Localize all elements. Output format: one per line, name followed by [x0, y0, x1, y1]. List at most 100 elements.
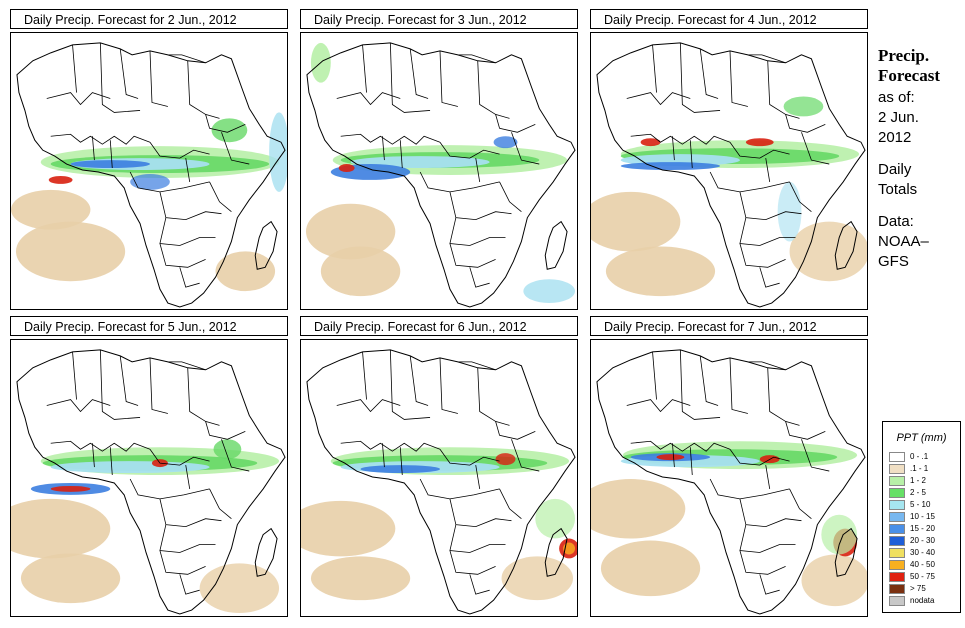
- country-border: [149, 141, 210, 159]
- coastline: [16, 349, 286, 615]
- country-border: [439, 141, 500, 159]
- madagascar-outline: [544, 220, 568, 270]
- precip-blob: [745, 138, 774, 147]
- country-border: [739, 217, 796, 246]
- country-border: [92, 443, 95, 468]
- precip-blob: [783, 96, 824, 117]
- country-border: [457, 54, 496, 64]
- country-border: [159, 217, 216, 246]
- country-border: [699, 355, 719, 406]
- precip-blob: [20, 553, 121, 604]
- country-border: [167, 54, 206, 64]
- country-border: [209, 488, 232, 520]
- precip-blob: [360, 465, 440, 474]
- country-border: [205, 421, 246, 440]
- as-of-year: 2012: [878, 129, 912, 146]
- precip-blob: [213, 439, 242, 460]
- country-border: [167, 361, 206, 371]
- country-border: [109, 140, 113, 169]
- country-border: [187, 367, 220, 426]
- country-border: [159, 524, 216, 553]
- precip-blob: [591, 191, 681, 252]
- country-border: [729, 50, 748, 107]
- totals-line-1: Daily: [878, 161, 912, 178]
- country-border: [419, 478, 500, 500]
- legend-swatch: [889, 560, 905, 570]
- precip-map: [590, 339, 868, 617]
- precip-blob: [11, 498, 111, 559]
- precip-blob: [211, 118, 248, 143]
- panel-title: Daily Precip. Forecast for 6 Jun., 2012: [300, 316, 578, 336]
- country-border: [747, 54, 786, 64]
- country-border: [689, 447, 693, 476]
- country-border: [739, 191, 802, 221]
- country-border: [449, 550, 496, 575]
- data-source-line-2: GFS: [878, 253, 909, 270]
- as-of-date: 2 Jun.: [878, 109, 919, 126]
- country-border: [709, 171, 790, 193]
- country-border: [511, 132, 540, 165]
- country-border: [801, 132, 830, 165]
- country-border: [449, 243, 496, 268]
- country-border: [439, 357, 458, 414]
- madagascar-outline: [544, 527, 568, 577]
- country-border: [672, 136, 675, 161]
- precip-map: [10, 32, 288, 310]
- precip-blob: [15, 221, 126, 282]
- country-border: [739, 243, 786, 268]
- country-border: [689, 140, 693, 169]
- precip-blob: [269, 112, 287, 192]
- precip-blob: [656, 454, 685, 461]
- country-border: [409, 355, 429, 406]
- country-border: [785, 114, 826, 133]
- legend-item: 50 - 75: [889, 572, 935, 582]
- country-border: [495, 421, 536, 440]
- country-border: [99, 42, 141, 113]
- legend-label: 40 - 50: [910, 560, 935, 569]
- country-border: [511, 439, 540, 472]
- coastline: [596, 349, 866, 615]
- country-border: [672, 443, 675, 468]
- precip-blob: [789, 221, 867, 282]
- country-border: [449, 217, 506, 246]
- country-border: [50, 133, 151, 145]
- precip-blob: [501, 556, 574, 601]
- precip-blob: [215, 251, 276, 292]
- legend-swatch: [889, 584, 905, 594]
- legend-label: .1 - 1: [910, 464, 929, 473]
- country-border: [626, 399, 691, 413]
- country-border: [747, 361, 786, 371]
- legend-swatch: [889, 512, 905, 522]
- precip-blob: [48, 175, 73, 184]
- country-border: [699, 48, 719, 99]
- country-border: [72, 44, 77, 93]
- legend-swatch: [889, 476, 905, 486]
- country-border: [389, 349, 431, 420]
- legend-item: nodata: [889, 596, 934, 606]
- country-border: [449, 524, 506, 553]
- madagascar-outline: [834, 220, 858, 270]
- panel-title: Daily Precip. Forecast for 4 Jun., 2012: [590, 9, 868, 29]
- country-border: [159, 550, 206, 575]
- country-border: [340, 133, 441, 145]
- country-border: [221, 132, 250, 165]
- legend-swatch: [889, 500, 905, 510]
- legend-swatch: [889, 488, 905, 498]
- country-border: [336, 92, 401, 106]
- as-of-label: as of:: [878, 89, 915, 106]
- panel-title: Daily Precip. Forecast for 3 Jun., 2012: [300, 9, 578, 29]
- coastline: [596, 42, 866, 308]
- country-border: [340, 440, 441, 452]
- legend-item: > 75: [889, 584, 926, 594]
- legend-item: 30 - 40: [889, 548, 935, 558]
- country-border: [679, 349, 721, 420]
- legend-label: 1 - 2: [910, 476, 927, 485]
- country-border: [92, 136, 95, 161]
- data-source-label: Data:: [878, 213, 914, 230]
- precip-blob: [11, 189, 91, 230]
- country-border: [336, 399, 401, 413]
- country-border: [759, 267, 780, 288]
- country-border: [46, 92, 111, 106]
- legend-swatch: [889, 452, 905, 462]
- precip-blob: [320, 246, 401, 297]
